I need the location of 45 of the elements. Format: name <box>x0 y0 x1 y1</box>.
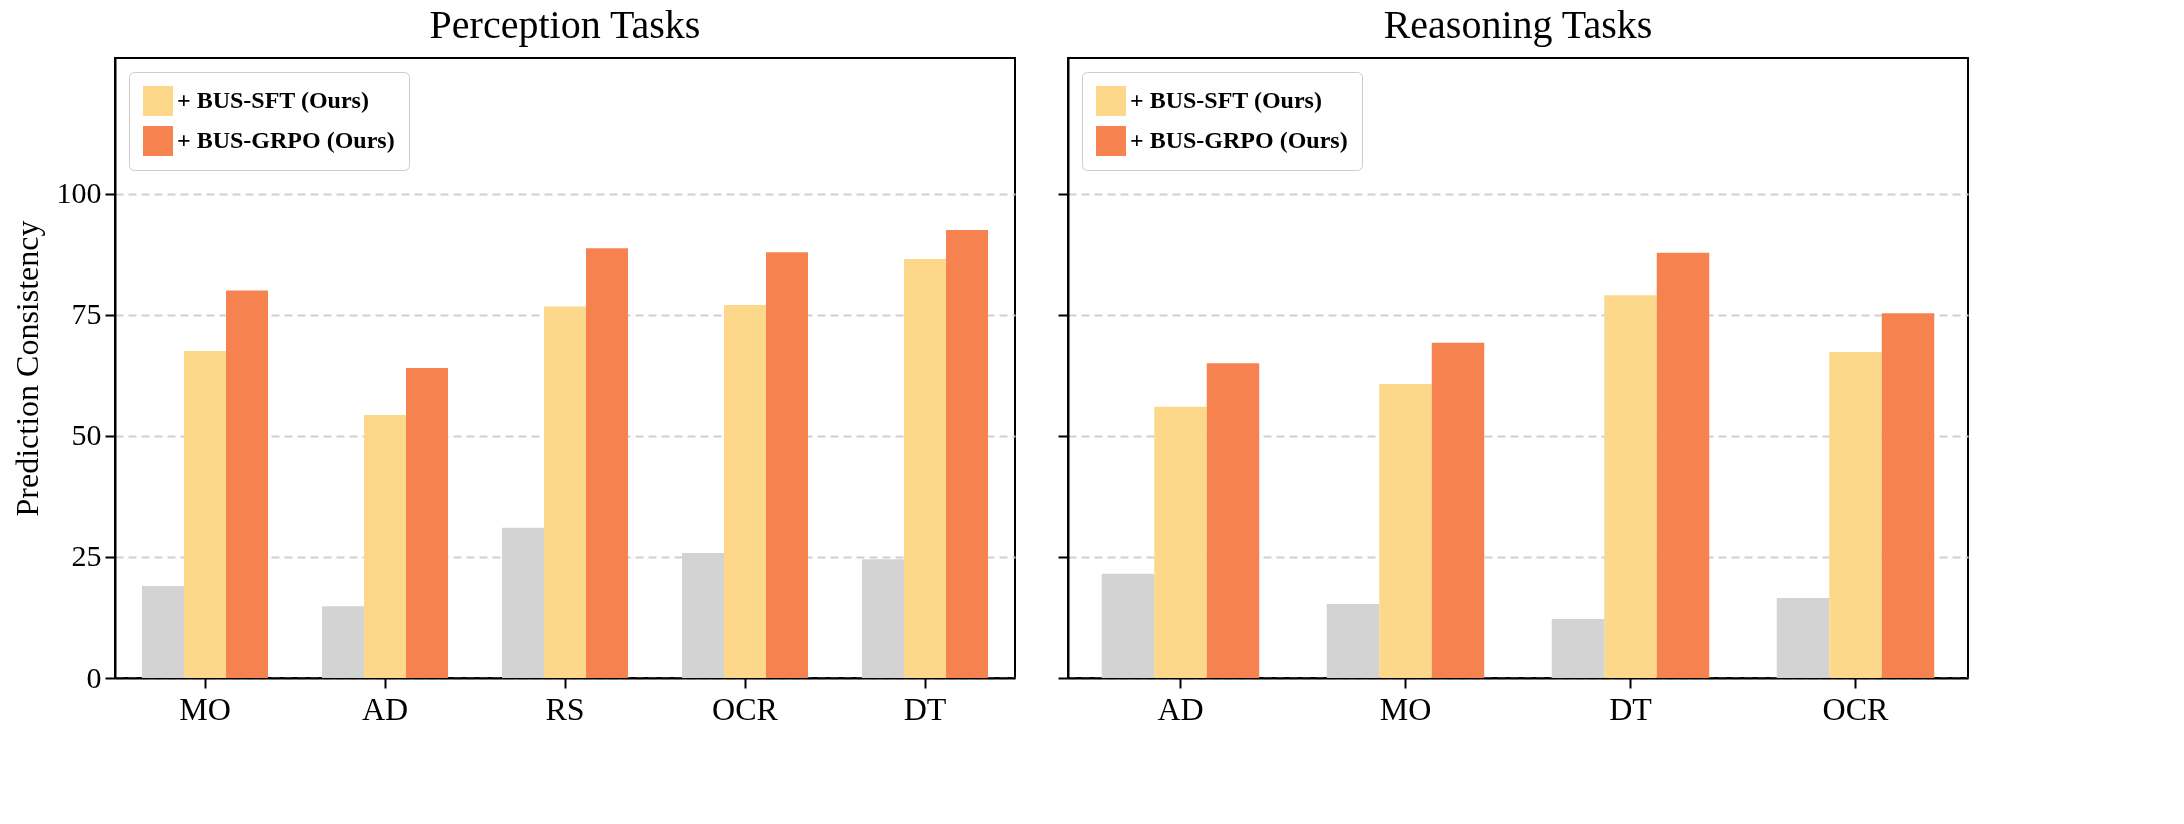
legend-label: + BUS-GRPO (Ours) <box>1130 127 1348 153</box>
bar <box>226 290 268 678</box>
bar <box>544 306 586 678</box>
bar <box>1776 598 1830 678</box>
bar <box>586 248 628 678</box>
bar <box>364 414 406 678</box>
bar <box>1326 603 1380 678</box>
bar <box>1604 295 1657 678</box>
bar <box>1551 618 1605 678</box>
x-tick-label: RS <box>545 690 585 727</box>
bar <box>1206 363 1260 678</box>
bar <box>1881 313 1935 678</box>
x-tick-label: AD <box>1157 690 1204 727</box>
bar <box>904 259 946 678</box>
y-tick-label: 0 <box>86 660 102 694</box>
bar <box>406 368 448 678</box>
y-tick-label: 100 <box>56 176 102 210</box>
chart-title: Perception Tasks <box>429 2 701 47</box>
bar <box>724 305 766 678</box>
x-tick-label: AD <box>361 690 409 727</box>
bar <box>322 606 364 678</box>
legend-label: + BUS-SFT (Ours) <box>1130 87 1322 113</box>
x-tick-label: OCR <box>1822 690 1890 727</box>
y-axis-title: Prediction Consistency <box>8 220 45 517</box>
legend-label: + BUS-SFT (Ours) <box>177 87 369 113</box>
legend-label: + BUS-GRPO (Ours) <box>177 127 395 153</box>
bar <box>142 585 184 678</box>
x-tick-label: DT <box>903 690 947 727</box>
bar <box>1101 573 1155 678</box>
x-tick-label: OCR <box>712 690 779 727</box>
bar <box>766 252 808 678</box>
bar <box>1379 383 1432 678</box>
bar <box>946 229 988 678</box>
x-tick-label: MO <box>179 690 231 727</box>
bar <box>1154 406 1207 678</box>
y-tick-label: 50 <box>71 418 102 452</box>
bar <box>1829 352 1882 678</box>
bar <box>1656 252 1710 678</box>
bar <box>1431 342 1485 678</box>
y-tick-label: 75 <box>71 297 102 331</box>
x-tick-label: MO <box>1379 690 1432 727</box>
bar <box>184 351 226 678</box>
chart-title: Reasoning Tasks <box>1383 2 1653 47</box>
y-tick-label: 25 <box>71 539 102 573</box>
x-tick-label: DT <box>1609 690 1653 727</box>
